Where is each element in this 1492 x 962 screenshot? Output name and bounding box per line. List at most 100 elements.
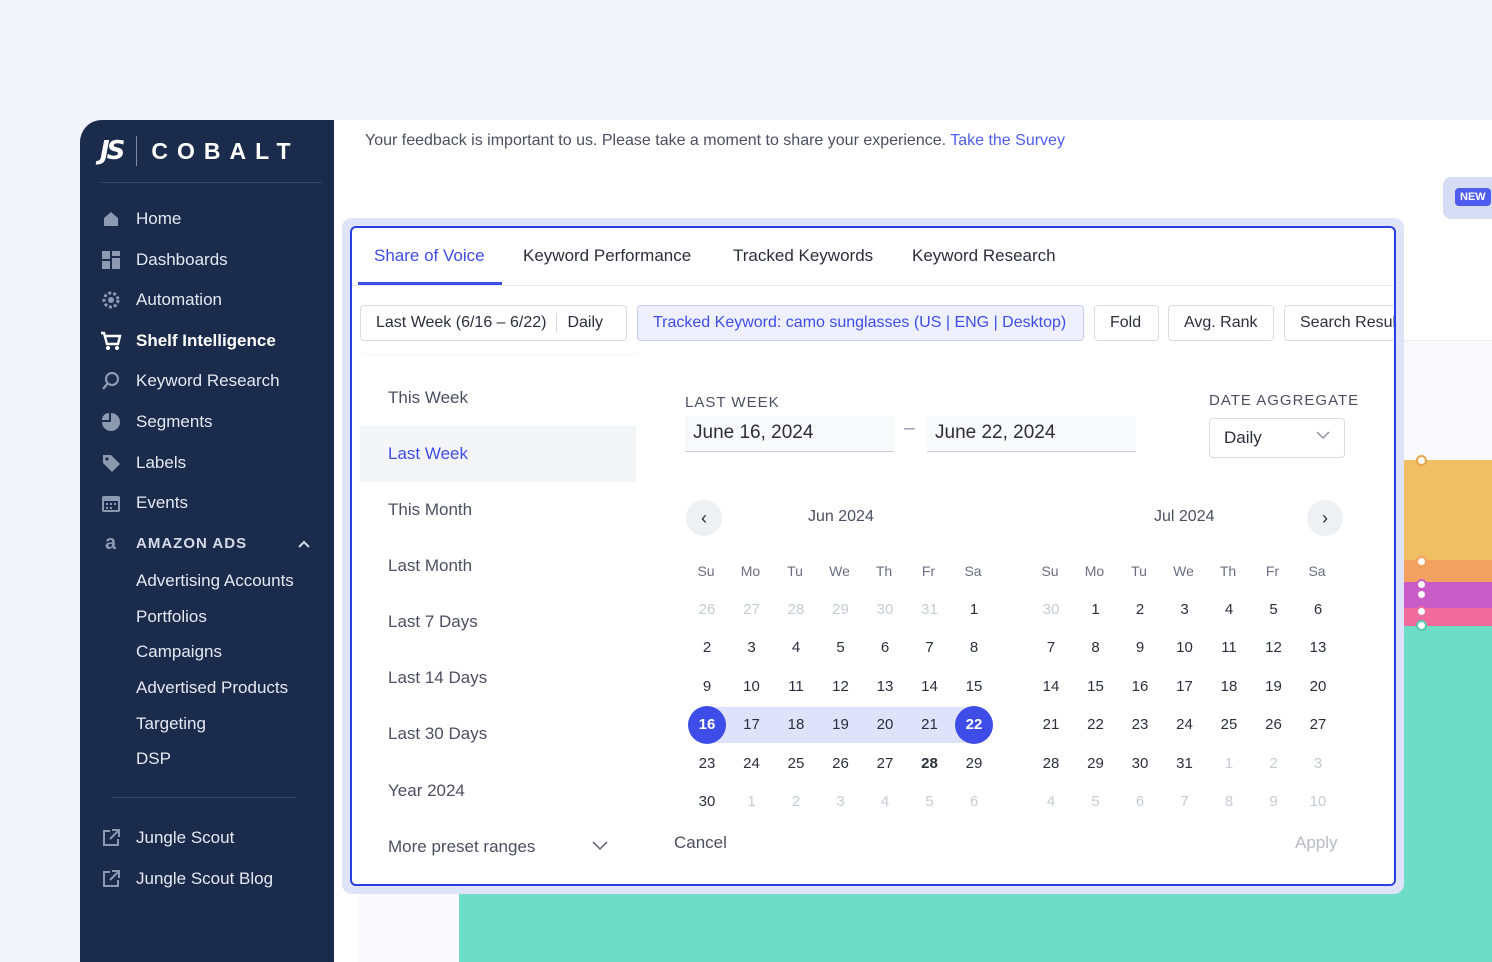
calendar-day[interactable]: 23 [698, 754, 716, 772]
cancel-button[interactable]: Cancel [674, 833, 727, 852]
preset-this-month[interactable]: This Month [388, 500, 473, 519]
calendar-day[interactable]: 30 [876, 600, 894, 618]
calendar-day[interactable]: 29 [832, 600, 849, 618]
calendar-day[interactable]: 18 [1220, 677, 1238, 695]
calendar-day[interactable]: 26 [698, 600, 716, 618]
calendar-day[interactable]: 24 [1176, 716, 1193, 734]
preset-more-ranges[interactable]: More preset ranges [360, 819, 636, 875]
calendar-day[interactable]: 12 [832, 677, 849, 695]
preset-last-week[interactable]: Last Week [360, 426, 636, 482]
calendar-day[interactable]: 4 [880, 792, 890, 810]
calendar-day[interactable]: 10 [1176, 639, 1193, 657]
calendar-day[interactable]: 21 [921, 716, 938, 734]
calendar-day[interactable]: 14 [921, 677, 938, 695]
calendar-day[interactable]: 23 [1131, 716, 1149, 734]
calendar-day[interactable]: 15 [1087, 677, 1104, 695]
preset-year-2024[interactable]: Year 2024 [388, 781, 465, 800]
chart-point[interactable] [1416, 556, 1427, 567]
apply-button[interactable]: Apply [1295, 833, 1338, 852]
calendar-day[interactable]: 11 [788, 677, 804, 695]
sidebar-item-jungle-scout-blog[interactable]: Jungle Scout Blog [100, 864, 273, 894]
sidebar-item-automation[interactable]: Automation [100, 285, 222, 315]
sidebar-item-home[interactable]: Home [100, 204, 181, 234]
calendar-day[interactable]: 30 [698, 792, 716, 810]
calendar-day[interactable]: 6 [969, 792, 979, 810]
sidebar-subitem-advertised-products[interactable]: Advertised Products [136, 678, 289, 697]
keyword-filter[interactable]: Tracked Keyword: camo sunglasses (US | E… [637, 305, 1084, 341]
calendar-day[interactable]: 6 [880, 639, 890, 657]
chart-point[interactable] [1416, 606, 1427, 617]
calendar-day[interactable]: 7 [1046, 639, 1056, 657]
end-date-input[interactable]: June 22, 2024 [927, 416, 1136, 452]
calendar-day[interactable]: 2 [702, 639, 712, 657]
calendar-day[interactable]: 6 [1313, 600, 1323, 618]
sidebar-subitem-campaigns[interactable]: Campaigns [136, 642, 222, 661]
calendar-day[interactable]: 3 [1180, 600, 1189, 618]
calendar-day[interactable]: 7 [925, 639, 934, 657]
calendar-day[interactable]: 5 [925, 792, 934, 810]
calendar-day[interactable]: 27 [876, 754, 894, 772]
calendar-day[interactable]: 28 [1042, 754, 1060, 772]
survey-link[interactable]: Take the Survey [950, 132, 1065, 149]
start-date-input[interactable]: June 16, 2024 [685, 416, 894, 452]
calendar-day[interactable]: 13 [1309, 639, 1327, 657]
calendar-day[interactable]: 17 [1176, 677, 1193, 695]
calendar-day[interactable]: 18 [787, 716, 805, 734]
calendar-day[interactable]: 10 [1309, 792, 1327, 810]
calendar-day[interactable]: 1 [1091, 600, 1100, 618]
preset-this-week[interactable]: This Week [388, 388, 468, 407]
preset-last-14-days[interactable]: Last 14 Days [388, 668, 488, 687]
calendar-day[interactable]: 19 [832, 716, 849, 734]
calendar-day[interactable]: 4 [1046, 792, 1056, 810]
calendar-day[interactable]: 5 [1269, 600, 1278, 618]
calendar-day[interactable]: 8 [1091, 639, 1100, 657]
calendar-day[interactable]: 3 [747, 639, 756, 657]
calendar-day[interactable]: 14 [1042, 677, 1060, 695]
calendar-day[interactable]: 4 [791, 639, 801, 657]
calendar-day[interactable]: 30 [1131, 754, 1149, 772]
chart-point[interactable] [1416, 589, 1427, 600]
date-aggregate-select[interactable]: Daily [1209, 418, 1345, 458]
chart-point[interactable] [1416, 620, 1427, 631]
calendar-day[interactable]: 3 [836, 792, 845, 810]
calendar-day[interactable]: 22 [1087, 716, 1104, 734]
sidebar-item-jungle-scout[interactable]: Jungle Scout [100, 823, 234, 853]
logo[interactable]: JS COBALT [100, 134, 300, 168]
preset-last-month[interactable]: Last Month [388, 556, 473, 575]
sidebar-item-shelf-intelligence[interactable]: Shelf Intelligence [100, 326, 276, 356]
tab-keyword-research[interactable]: Keyword Research [912, 246, 1056, 265]
calendar-day[interactable]: 5 [1091, 792, 1100, 810]
sidebar-section-amazon-ads[interactable]: a AMAZON ADS [100, 530, 310, 556]
calendar-day[interactable]: 28 [921, 754, 938, 772]
sidebar-item-segments[interactable]: Segments [100, 407, 213, 437]
calendar-day[interactable]: 2 [1269, 754, 1278, 772]
calendar-day[interactable]: 26 [1265, 716, 1282, 734]
prev-month-button[interactable]: ‹ [686, 500, 722, 536]
calendar-day[interactable]: 29 [1087, 754, 1104, 772]
preset-last-30-days[interactable]: Last 30 Days [388, 724, 488, 743]
sidebar-subitem-portfolios[interactable]: Portfolios [136, 607, 207, 626]
sidebar-subitem-advertising-accounts[interactable]: Advertising Accounts [136, 571, 294, 590]
calendar-day[interactable]: 19 [1265, 677, 1282, 695]
calendar-day[interactable]: 2 [1135, 600, 1145, 618]
calendar-day[interactable]: 25 [787, 754, 805, 772]
calendar-day[interactable]: 1 [747, 792, 756, 810]
sidebar-item-labels[interactable]: Labels [100, 448, 186, 478]
new-feature-button[interactable]: NEW [1443, 177, 1492, 219]
tab-share-of-voice[interactable]: Share of Voice [374, 246, 485, 265]
preset-last-7-days[interactable]: Last 7 Days [388, 612, 478, 631]
calendar-day[interactable]: 30 [1042, 600, 1060, 618]
tab-tracked-keywords[interactable]: Tracked Keywords [733, 246, 874, 265]
avg-rank-filter[interactable]: Avg. Rank [1168, 305, 1274, 341]
calendar-day[interactable]: 15 [965, 677, 983, 695]
calendar-day[interactable]: 1 [969, 600, 979, 618]
sidebar-subitem-dsp[interactable]: DSP [136, 749, 171, 768]
calendar-day[interactable]: 25 [1220, 716, 1238, 734]
calendar-day[interactable]: 24 [743, 754, 760, 772]
sidebar-item-dashboards[interactable]: Dashboards [100, 245, 228, 275]
calendar-day[interactable]: 3 [1313, 754, 1323, 772]
calendar-day[interactable]: 20 [876, 716, 894, 734]
calendar-day[interactable]: 20 [1309, 677, 1327, 695]
sidebar-item-keyword-research[interactable]: Keyword Research [100, 366, 280, 396]
sidebar-item-events[interactable]: Events [100, 488, 188, 518]
